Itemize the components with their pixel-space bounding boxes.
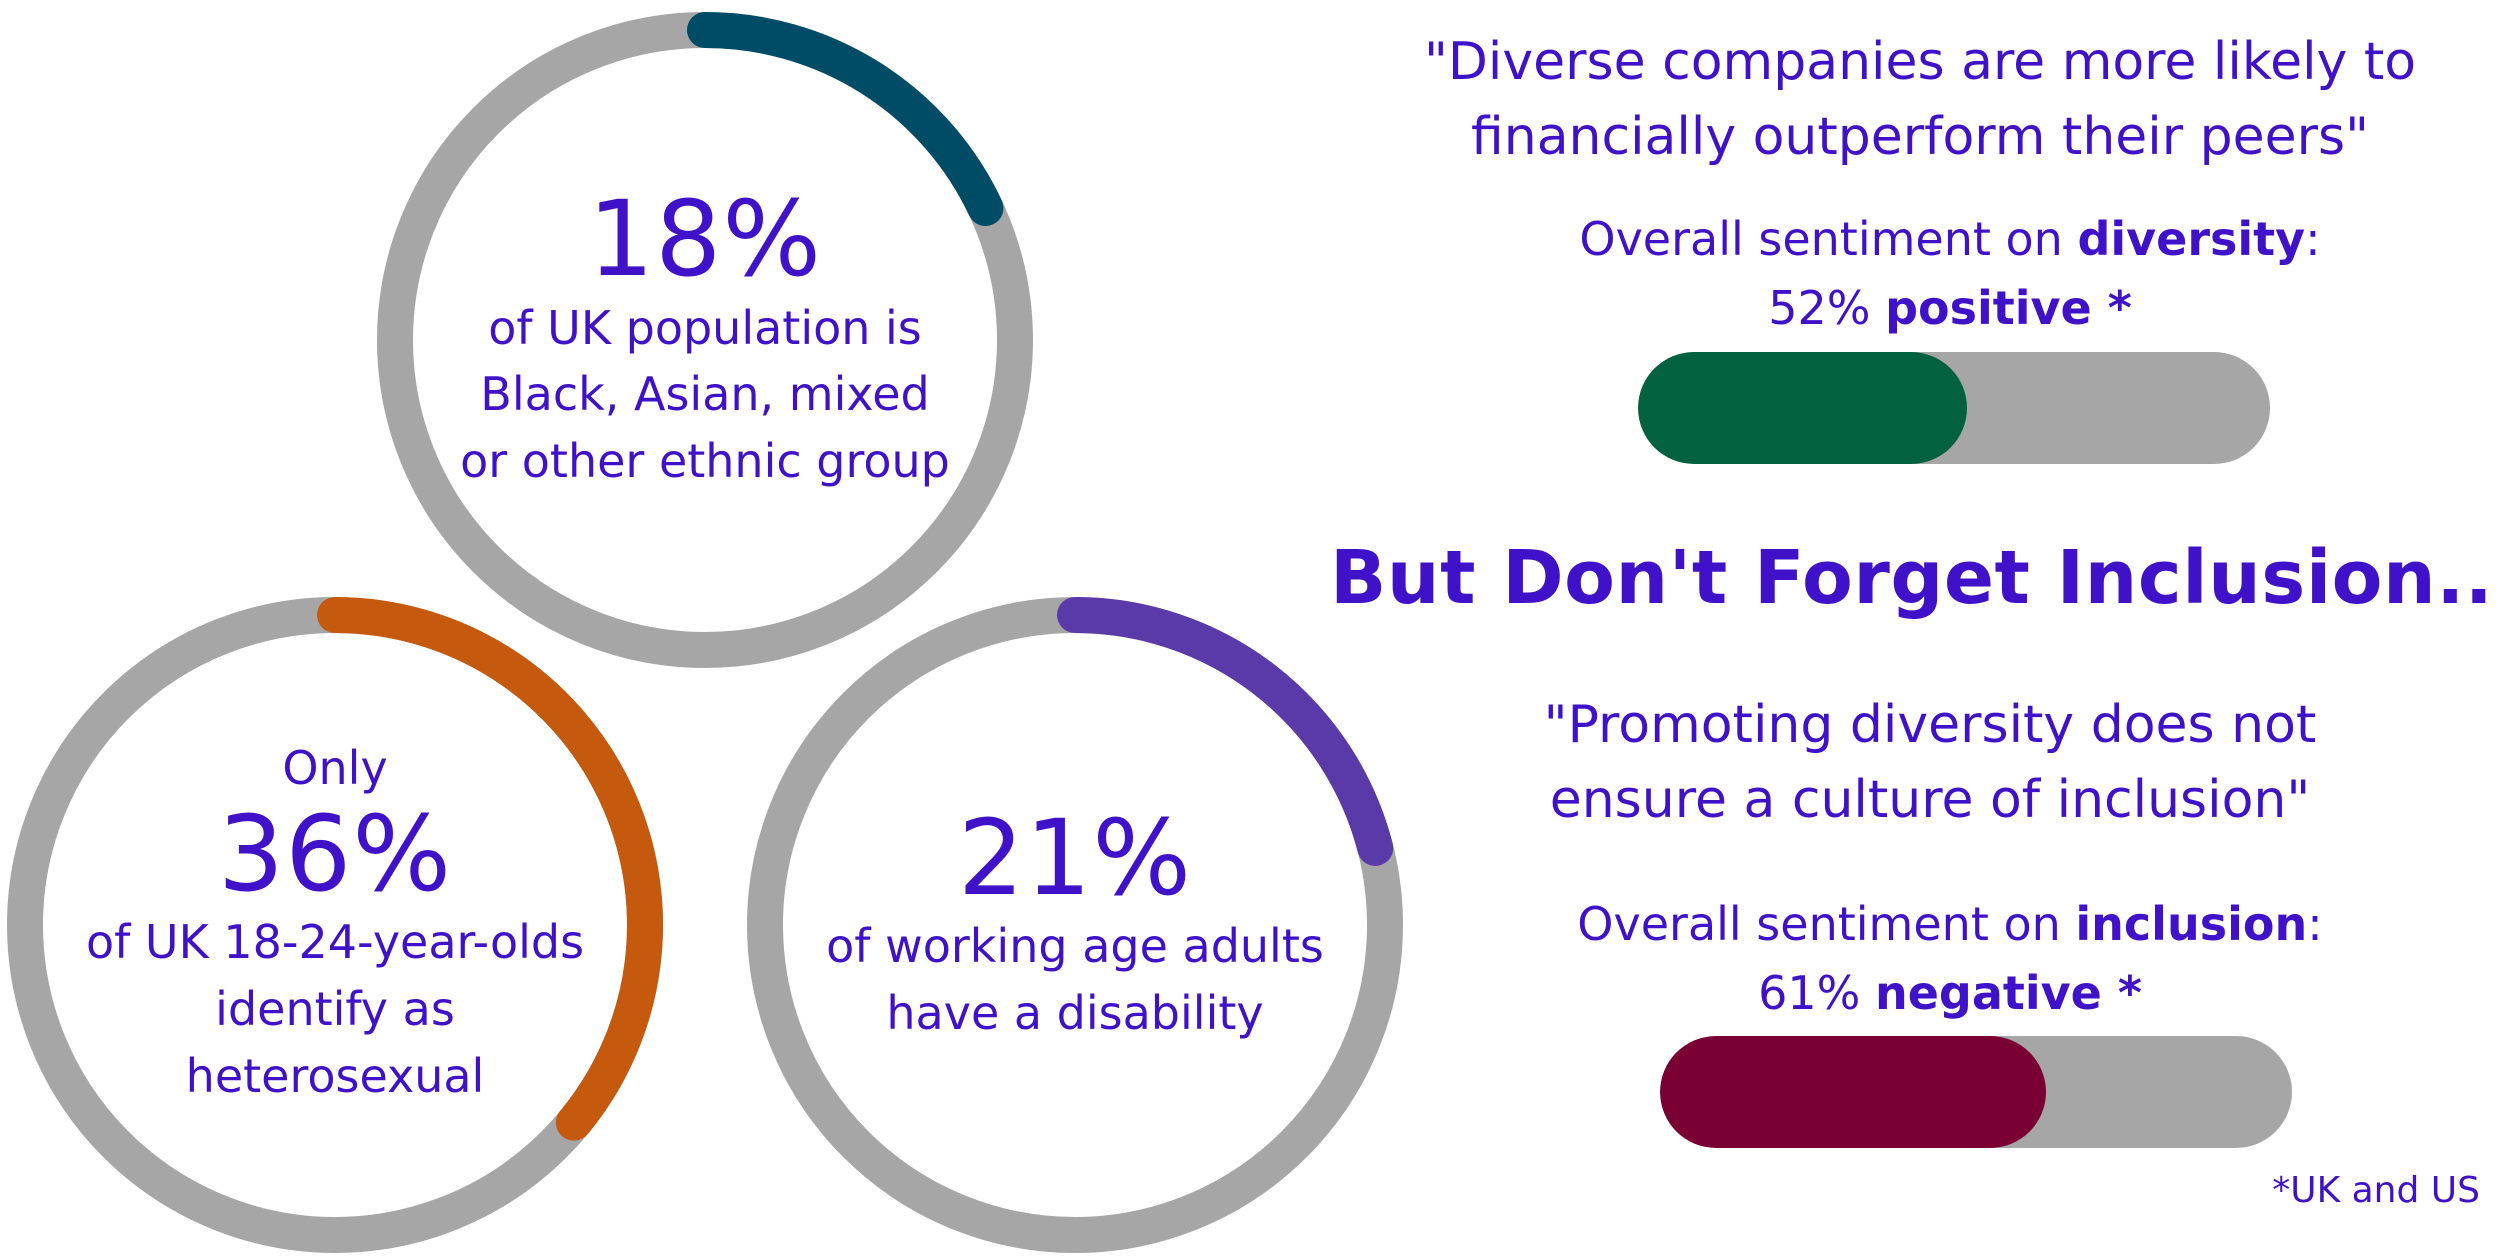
disability-ring-arc [1057, 597, 1394, 866]
ethnic-ring-chart [377, 12, 1033, 668]
disability-ring-chart [747, 597, 1403, 1253]
diversity-sentiment-value: 52% positive * [1420, 274, 2480, 343]
inclusion-quote-line-2: ensure a culture of inclusion" [1549, 770, 2311, 831]
inclusion-sentiment-topic: inclusion [2075, 897, 2308, 951]
ethnic-ring-text: 18% of UK population is Black, Asian, mi… [370, 5, 1040, 675]
inclusion-sentiment-bar [1660, 1036, 2292, 1148]
disability-desc-line-2: have a disability [886, 985, 1264, 1040]
heterosexual-ring-text: Only 36% of UK 18-24-year-olds identify … [0, 590, 670, 1260]
diversity-value-label: positive * [1885, 281, 2132, 335]
heterosexual-desc-line-1: of UK 18-24-year-olds [85, 915, 585, 970]
footnote: *UK and US [2272, 1170, 2480, 1211]
diversity-sentiment-bar-fill [1638, 352, 1967, 464]
diversity-quote-line-1: "Diverse companies are more likely to [1423, 32, 2417, 92]
heterosexual-ring-arc [317, 597, 663, 1141]
diversity-sentiment: Overall sentiment on diversity: 52% posi… [1420, 205, 2480, 343]
ethnic-desc-line-3: or other ethnic group [460, 433, 950, 488]
heterosexual-percent: 36% [217, 792, 453, 915]
diversity-sentiment-heading: Overall sentiment on diversity: [1420, 205, 2480, 274]
inclusion-sentiment-colon: : [2307, 897, 2323, 951]
heterosexual-pre-label: Only [282, 740, 388, 795]
inclusion-sentiment-heading: Overall sentiment on inclusion: [1420, 890, 2480, 959]
inclusion-value-text: 61% [1758, 966, 1875, 1020]
diversity-quote-line-2: financially outperform their peers" [1470, 107, 2369, 168]
ethnic-desc-line-2: Black, Asian, mixed [480, 367, 930, 422]
inclusion-quote-line-1: "Promoting diversity does not [1543, 695, 2317, 755]
diversity-sentiment-prefix: Overall sentiment on [1579, 212, 2078, 266]
ethnic-desc-line-1: of UK population is [488, 300, 922, 355]
disability-desc-line-1: of working age adults [826, 918, 1324, 973]
heterosexual-ring-chart [7, 597, 663, 1253]
diversity-sentiment-topic: diversity [2077, 212, 2306, 266]
heterosexual-desc-line-3: heterosexual [185, 1048, 485, 1103]
disability-percent: 21% [957, 796, 1193, 919]
inclusion-headline: But Don't Forget Inclusion... [1330, 535, 2500, 621]
inclusion-sentiment-prefix: Overall sentiment on [1577, 897, 2076, 951]
disability-ring-card: 21% of working age adults have a disabil… [740, 590, 1410, 1260]
disability-ring-text: 21% of working age adults have a disabil… [740, 590, 1410, 1260]
diversity-quote: "Diverse companies are more likely to fi… [1370, 25, 2470, 176]
inclusion-sentiment-value: 61% negative * [1420, 959, 2480, 1028]
inclusion-sentiment: Overall sentiment on inclusion: 61% nega… [1420, 890, 2480, 1028]
heterosexual-ring-card: Only 36% of UK 18-24-year-olds identify … [0, 590, 670, 1260]
diversity-sentiment-colon: : [2305, 212, 2321, 266]
diversity-sentiment-bar [1638, 352, 2270, 464]
ethnic-ring-arc [687, 12, 1004, 227]
heterosexual-desc-line-2: identify as [215, 981, 455, 1036]
ethnic-percent: 18% [587, 178, 823, 301]
inclusion-quote: "Promoting diversity does not ensure a c… [1400, 688, 2460, 839]
ethnic-ring-card: 18% of UK population is Black, Asian, mi… [370, 5, 1040, 675]
diversity-value-text: 52% [1768, 281, 1886, 335]
inclusion-sentiment-bar-fill [1660, 1036, 2046, 1148]
inclusion-value-label: negative * [1874, 966, 2142, 1020]
